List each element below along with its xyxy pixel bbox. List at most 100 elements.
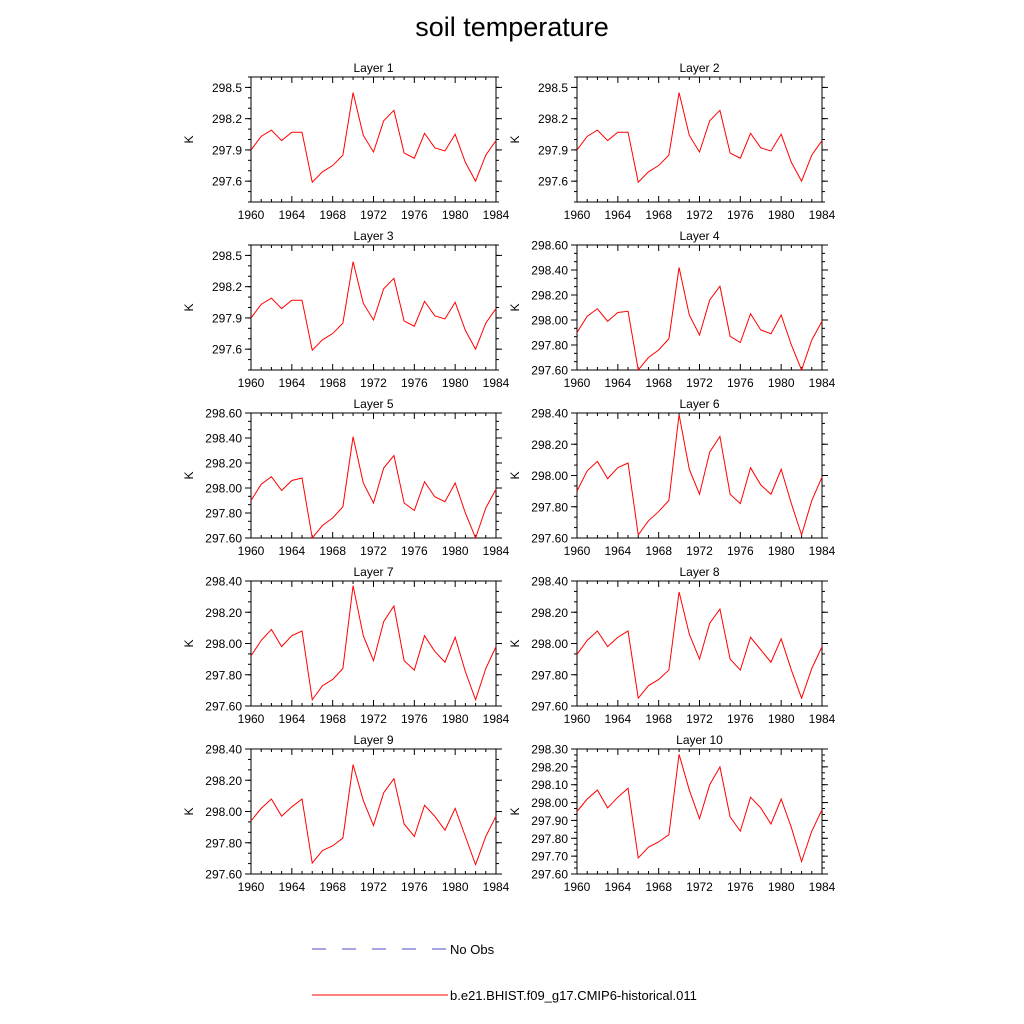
x-tick-label: 1964 xyxy=(604,880,631,894)
x-tick-label: 1984 xyxy=(809,544,836,558)
x-tick-label: 1972 xyxy=(686,544,713,558)
x-tick-label: 1972 xyxy=(686,376,713,390)
panel-layer-4: Layer 4 K 1960 1964 1968 1972 1976 1980 1984 297.… xyxy=(508,229,836,390)
y-tick-label: 298.60 xyxy=(205,407,242,421)
y-tick-label: 297.9 xyxy=(212,311,242,325)
x-tick-label: 1972 xyxy=(360,712,387,726)
y-tick-label: 298.2 xyxy=(212,280,242,294)
series-line xyxy=(250,436,497,540)
x-tick-label: 1968 xyxy=(319,544,346,558)
x-tick-label: 1984 xyxy=(809,208,836,222)
x-tick-label: 1972 xyxy=(360,208,387,222)
x-tick-label: 1980 xyxy=(442,544,469,558)
x-tick-label: 1964 xyxy=(278,544,305,558)
y-tick-label: 298.20 xyxy=(205,457,242,471)
legend-no-obs-label: No Obs xyxy=(450,942,495,957)
x-tick-label: 1964 xyxy=(604,208,631,222)
panel-title: Layer 2 xyxy=(679,61,719,75)
x-tick-label: 1968 xyxy=(319,712,346,726)
y-tick-label: 297.60 xyxy=(531,700,568,714)
x-tick-label: 1960 xyxy=(564,376,591,390)
y-tick-label: 297.80 xyxy=(205,836,242,850)
y-axis-label: K xyxy=(508,639,522,647)
y-axis-label: K xyxy=(182,135,196,143)
y-tick-label: 298.00 xyxy=(531,314,568,328)
x-tick-label: 1972 xyxy=(686,208,713,222)
x-tick-label: 1980 xyxy=(442,376,469,390)
y-tick-label: 298.00 xyxy=(205,805,242,819)
y-tick-label: 297.6 xyxy=(212,343,242,357)
x-tick-label: 1968 xyxy=(645,376,672,390)
series-line xyxy=(250,261,497,352)
y-tick-label: 297.60 xyxy=(531,532,568,546)
y-axis-label: K xyxy=(508,135,522,143)
series-line xyxy=(576,754,823,864)
x-tick-label: 1960 xyxy=(564,712,591,726)
series-line xyxy=(576,591,823,700)
y-axis-label: K xyxy=(182,303,196,311)
y-tick-label: 297.9 xyxy=(538,143,568,157)
legend-model-label: b.e21.BHIST.f09_g17.CMIP6-historical.011 xyxy=(450,988,697,1003)
x-tick-label: 1984 xyxy=(809,376,836,390)
x-tick-label: 1968 xyxy=(319,208,346,222)
y-tick-label: 297.9 xyxy=(212,143,242,157)
panel-title: Layer 10 xyxy=(676,733,723,747)
y-tick-label: 297.60 xyxy=(205,532,242,546)
y-tick-label: 298.40 xyxy=(531,407,568,421)
panel-layer-9: Layer 9 K 1960 1964 1968 1972 1976 1980 1984 297.… xyxy=(182,733,510,894)
panel-title: Layer 7 xyxy=(353,565,393,579)
x-tick-label: 1976 xyxy=(727,376,754,390)
x-tick-label: 1968 xyxy=(319,376,346,390)
y-tick-label: 298.10 xyxy=(531,778,568,792)
y-tick-label: 298.00 xyxy=(531,796,568,810)
x-tick-label: 1976 xyxy=(401,712,428,726)
y-tick-label: 298.00 xyxy=(531,637,568,651)
x-tick-label: 1960 xyxy=(238,208,265,222)
x-tick-label: 1960 xyxy=(238,376,265,390)
y-tick-label: 298.20 xyxy=(531,606,568,620)
x-tick-label: 1968 xyxy=(645,880,672,894)
y-tick-label: 298.60 xyxy=(531,239,568,253)
y-tick-label: 297.60 xyxy=(531,868,568,882)
y-axis-label: K xyxy=(508,471,522,479)
x-tick-label: 1964 xyxy=(604,376,631,390)
panel-title: Layer 8 xyxy=(679,565,719,579)
panel-title: Layer 9 xyxy=(353,733,393,747)
y-tick-label: 297.80 xyxy=(205,668,242,682)
y-tick-label: 297.70 xyxy=(531,850,568,864)
x-tick-label: 1980 xyxy=(768,880,795,894)
x-tick-label: 1972 xyxy=(360,880,387,894)
panel-title: Layer 1 xyxy=(353,61,393,75)
y-tick-label: 298.20 xyxy=(205,774,242,788)
y-axis-label: K xyxy=(182,471,196,479)
x-tick-label: 1976 xyxy=(727,712,754,726)
x-tick-label: 1980 xyxy=(442,712,469,726)
y-tick-label: 297.80 xyxy=(531,500,568,514)
x-tick-label: 1964 xyxy=(278,880,305,894)
y-tick-label: 298.5 xyxy=(538,81,568,95)
y-tick-label: 297.60 xyxy=(205,868,242,882)
x-tick-label: 1964 xyxy=(604,544,631,558)
x-tick-label: 1984 xyxy=(483,880,510,894)
x-tick-label: 1980 xyxy=(768,208,795,222)
panel-title: Layer 3 xyxy=(353,229,393,243)
y-tick-label: 297.6 xyxy=(538,175,568,189)
y-tick-label: 297.60 xyxy=(531,364,568,378)
x-tick-label: 1960 xyxy=(238,712,265,726)
y-axis-label: K xyxy=(182,639,196,647)
y-axis-label: K xyxy=(508,303,522,311)
x-tick-label: 1972 xyxy=(360,376,387,390)
x-tick-label: 1968 xyxy=(645,712,672,726)
panel-title: Layer 4 xyxy=(679,229,719,243)
panel-title: Layer 6 xyxy=(679,397,719,411)
y-tick-label: 298.5 xyxy=(212,81,242,95)
y-tick-label: 297.80 xyxy=(205,507,242,521)
x-tick-label: 1976 xyxy=(401,880,428,894)
x-tick-label: 1976 xyxy=(401,544,428,558)
x-tick-label: 1960 xyxy=(564,880,591,894)
y-tick-label: 297.6 xyxy=(212,175,242,189)
chart-title: soil temperature xyxy=(415,12,609,42)
y-tick-label: 298.20 xyxy=(531,289,568,303)
x-tick-label: 1984 xyxy=(809,712,836,726)
